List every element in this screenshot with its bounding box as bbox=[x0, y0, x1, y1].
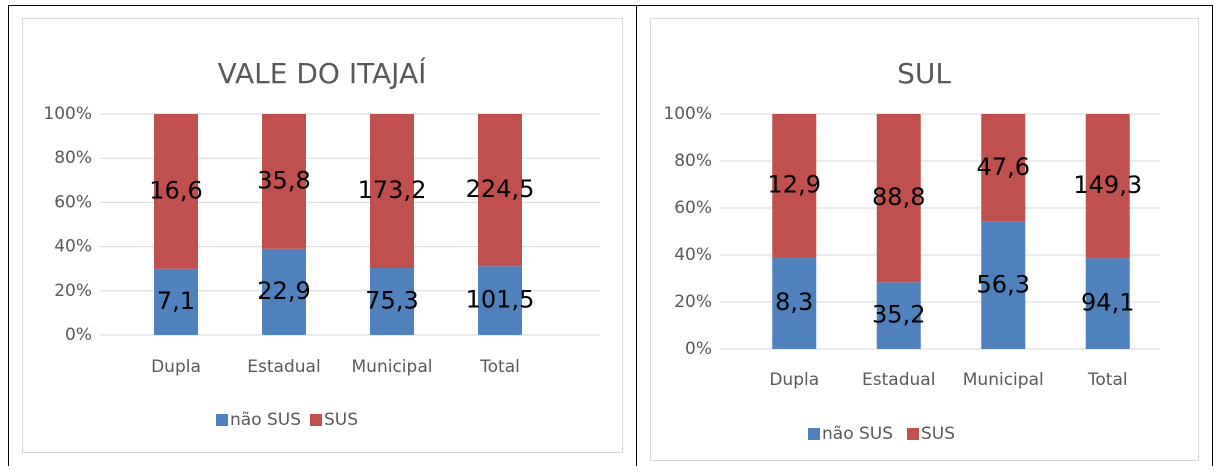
bar-segment bbox=[478, 266, 522, 335]
data-label: 149,3 bbox=[1073, 171, 1142, 199]
data-label: 56,3 bbox=[977, 270, 1030, 298]
data-label: 35,2 bbox=[872, 301, 925, 329]
legend-label: não SUS bbox=[230, 410, 301, 430]
y-tick-label: 0% bbox=[65, 325, 92, 345]
chart-border bbox=[22, 18, 623, 453]
y-tick-label: 100% bbox=[663, 104, 712, 124]
data-label: 173,2 bbox=[358, 176, 427, 204]
y-tick-label: 40% bbox=[674, 245, 712, 265]
data-label: 88,8 bbox=[872, 183, 925, 211]
y-tick-label: 80% bbox=[674, 151, 712, 171]
legend-label: SUS bbox=[324, 410, 358, 430]
data-label: 35,8 bbox=[257, 166, 310, 194]
x-tick-label: Municipal bbox=[963, 370, 1044, 390]
legend-swatch bbox=[808, 428, 820, 440]
y-tick-label: 40% bbox=[54, 237, 92, 257]
data-label: 75,3 bbox=[365, 287, 418, 315]
bar-segment bbox=[772, 114, 817, 257]
x-tick-label: Estadual bbox=[247, 357, 320, 377]
bar-segment bbox=[154, 268, 198, 335]
x-tick-label: Dupla bbox=[769, 370, 819, 390]
legend-swatch bbox=[310, 414, 322, 426]
table-border bbox=[8, 5, 1213, 470]
x-tick-label: Dupla bbox=[151, 357, 201, 377]
bar-segment bbox=[1085, 258, 1130, 349]
legend-label: SUS bbox=[921, 424, 955, 444]
bar-segment bbox=[876, 282, 921, 349]
x-tick-label: Total bbox=[1087, 370, 1128, 390]
bar-segment bbox=[772, 256, 817, 349]
legend-swatch bbox=[216, 414, 228, 426]
legend-swatch bbox=[907, 428, 919, 440]
chart-title: VALE DO ITAJAÍ bbox=[218, 56, 427, 90]
y-tick-label: 20% bbox=[54, 281, 92, 301]
y-tick-label: 100% bbox=[43, 104, 92, 124]
bar-segment bbox=[981, 114, 1026, 222]
bar-segment bbox=[1085, 114, 1130, 259]
data-label: 7,1 bbox=[157, 287, 195, 315]
data-label: 12,9 bbox=[768, 170, 821, 198]
bar-segment bbox=[370, 114, 414, 269]
legend-label: não SUS bbox=[822, 424, 893, 444]
y-tick-label: 20% bbox=[674, 292, 712, 312]
y-tick-label: 0% bbox=[685, 339, 712, 359]
x-tick-label: Estadual bbox=[862, 370, 935, 390]
y-tick-label: 80% bbox=[54, 148, 92, 168]
data-label: 16,6 bbox=[149, 176, 202, 204]
bar-segment bbox=[154, 114, 198, 269]
data-label: 47,6 bbox=[977, 153, 1030, 181]
bar-segment bbox=[876, 114, 921, 283]
bar-segment bbox=[262, 248, 306, 335]
data-label: 22,9 bbox=[257, 277, 310, 305]
data-label: 8,3 bbox=[775, 288, 813, 316]
x-tick-label: Municipal bbox=[352, 357, 433, 377]
bar-segment bbox=[370, 268, 414, 335]
data-label: 224,5 bbox=[466, 175, 535, 203]
chart-title: SUL bbox=[897, 57, 951, 90]
y-tick-label: 60% bbox=[54, 192, 92, 212]
data-label: 94,1 bbox=[1081, 289, 1134, 317]
y-tick-label: 60% bbox=[674, 198, 712, 218]
data-label: 101,5 bbox=[466, 286, 535, 314]
bar-segment bbox=[262, 114, 306, 249]
bar-segment bbox=[981, 221, 1026, 349]
bar-segment bbox=[478, 114, 522, 267]
x-tick-label: Total bbox=[479, 357, 520, 377]
